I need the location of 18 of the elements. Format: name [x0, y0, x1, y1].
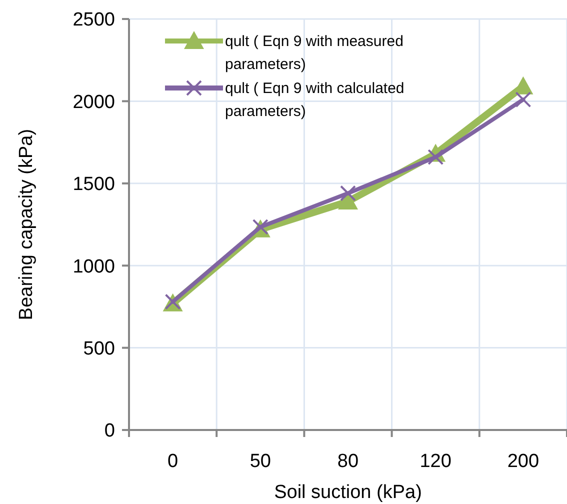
x-tick-label: 50: [250, 451, 271, 472]
y-tick-label: 1500: [72, 174, 115, 196]
legend-label: qult ( Eqn 9 with calculated parameters): [225, 80, 404, 120]
point: [428, 149, 444, 166]
y-axis-title: Bearing capacity (kPa): [16, 128, 37, 320]
y-tick-label: 2000: [72, 92, 115, 113]
point: [340, 185, 356, 202]
y-tick-label: 1000: [72, 256, 115, 278]
x-tick-label: 0: [168, 451, 178, 472]
y-tick-label: 500: [83, 338, 115, 360]
y-tick-label: 2500: [72, 10, 115, 31]
x-axis-title: Soil suction (kPa): [274, 482, 422, 503]
x-tick-label: 200: [507, 451, 540, 472]
y-tick-label: 0: [104, 420, 115, 442]
point: [515, 92, 532, 108]
legend-label: qult ( Eqn 9 with measured parameters): [225, 33, 404, 73]
x-tick-label: 120: [420, 451, 452, 472]
x-tick-label: 80: [337, 451, 359, 472]
